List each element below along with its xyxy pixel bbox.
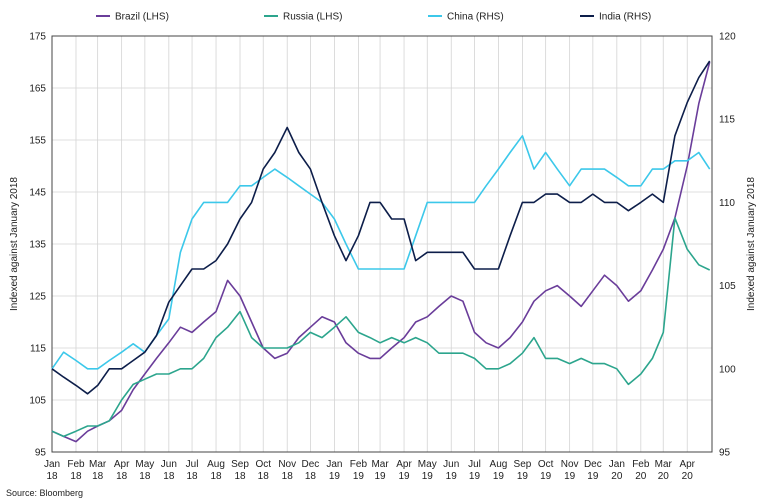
x-tick-year: 19 [517,471,529,482]
y-tick-right: 105 [719,281,736,292]
x-tick-month: Apr [114,459,130,470]
x-tick-year: 19 [353,471,365,482]
x-tick-month: Nov [278,459,296,470]
x-tick-month: Jul [468,459,481,470]
y-tick-left: 145 [29,188,46,199]
x-tick-month: Aug [207,459,225,470]
legend-label-brazil: Brazil (LHS) [115,12,169,23]
x-tick-year: 18 [305,471,317,482]
y-tick-left: 115 [30,344,46,355]
x-tick-month: Dec [302,459,320,470]
x-tick-year: 18 [210,471,222,482]
y-tick-right: 100 [719,364,736,375]
x-tick-year: 18 [46,471,58,482]
x-axis-ticks: Jan18Feb18Mar18Apr18May18Jun18Jul18Aug18… [44,459,696,482]
x-tick-month: May [135,459,154,470]
x-tick-month: Nov [561,459,579,470]
y-tick-right: 95 [719,448,731,459]
x-tick-month: May [418,459,437,470]
x-tick-year: 20 [611,471,623,482]
x-tick-year: 20 [658,471,670,482]
x-tick-year: 19 [587,471,599,482]
x-tick-month: Dec [584,459,602,470]
y-tick-left: 175 [29,32,46,43]
x-tick-year: 18 [186,471,198,482]
x-tick-year: 19 [446,471,458,482]
x-tick-year: 18 [163,471,175,482]
x-tick-month: Mar [89,459,107,470]
gridlines [51,35,712,453]
x-tick-year: 18 [116,471,128,482]
x-tick-month: Apr [396,459,412,470]
y-tick-left: 165 [29,84,46,95]
y-tick-left: 125 [29,292,46,303]
x-tick-year: 18 [234,471,246,482]
x-tick-month: Feb [350,459,368,470]
x-tick-month: Jan [44,459,60,470]
x-tick-year: 19 [375,471,387,482]
y-tick-right: 115 [719,115,735,126]
x-tick-year: 20 [682,471,694,482]
y-tick-left: 155 [29,136,46,147]
x-tick-month: Sep [514,459,532,470]
left-axis-ticks: 95 105 115 125 135 145 155 165 175 [29,32,46,459]
x-tick-year: 19 [329,471,341,482]
x-tick-month: Apr [679,459,695,470]
series-lines [51,60,711,443]
legend-label-china: China (RHS) [447,12,504,23]
legend-label-india: India (RHS) [599,12,651,23]
y-tick-left: 135 [29,240,46,251]
x-tick-month: Aug [490,459,508,470]
right-axis-ticks: 95 100 105 110 115 120 [719,32,736,459]
x-tick-month: Sep [231,459,249,470]
x-tick-month: Jan [326,459,342,470]
x-tick-year: 20 [635,471,647,482]
y-axis-label-right: Indexed against January 2018 [746,177,757,311]
x-tick-year: 19 [493,471,505,482]
x-tick-year: 19 [469,471,481,482]
x-tick-year: 18 [139,471,151,482]
y-tick-right: 110 [719,198,735,209]
series-line-china [51,135,711,370]
series-line-brazil [51,61,711,443]
x-tick-year: 18 [282,471,294,482]
x-tick-month: Jun [443,459,459,470]
source-note: Source: Bloomberg [6,488,83,498]
y-tick-right: 120 [719,32,736,43]
x-tick-month: Feb [632,459,650,470]
y-axis-label-left: Indexed against January 2018 [9,177,20,311]
x-tick-month: Feb [67,459,85,470]
x-tick-month: Mar [371,459,389,470]
x-tick-month: Oct [538,459,554,470]
x-tick-year: 19 [422,471,434,482]
legend-label-russia: Russia (LHS) [283,12,342,23]
x-tick-year: 19 [564,471,576,482]
x-tick-year: 18 [258,471,270,482]
x-tick-month: Mar [655,459,673,470]
x-tick-year: 19 [398,471,410,482]
x-tick-month: Jan [609,459,625,470]
plot-frame [51,35,713,453]
x-tick-month: Oct [255,459,271,470]
x-tick-year: 19 [540,471,552,482]
series-line-russia [51,217,711,438]
y-tick-left: 95 [35,448,47,459]
legend: Brazil (LHS) Russia (LHS) China (RHS) India… [96,12,651,23]
x-tick-year: 18 [92,471,104,482]
x-tick-month: Jun [161,459,177,470]
series-line-india [51,60,711,395]
y-tick-left: 105 [29,396,46,407]
x-tick-year: 18 [70,471,82,482]
x-tick-month: Jul [186,459,199,470]
